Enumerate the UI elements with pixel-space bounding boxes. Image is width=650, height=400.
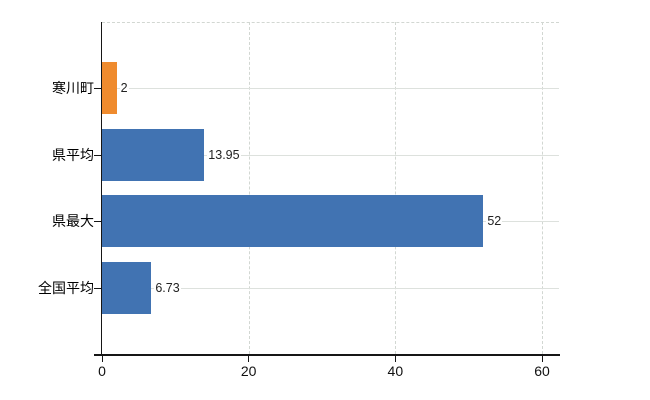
category-label: 全国平均 (38, 279, 94, 296)
x-axis-tick (541, 354, 543, 362)
x-axis-tick (101, 354, 103, 362)
x-axis-line (94, 354, 560, 356)
vertical-gridline (395, 22, 397, 354)
bar (102, 195, 484, 248)
category-gridline (102, 88, 559, 90)
category-label: 寒川町 (52, 80, 94, 97)
category-label: 県平均 (52, 146, 94, 163)
category-label: 県最大 (52, 213, 94, 230)
category-gridline (102, 154, 559, 156)
x-axis-tick (248, 354, 250, 362)
x-axis-tick-label: 60 (534, 363, 550, 379)
bar (102, 62, 117, 115)
bar-value-label: 6.73 (154, 279, 181, 296)
bar-value-label: 2 (119, 80, 129, 97)
vertical-gridline (248, 22, 250, 354)
plot-top-border (102, 22, 559, 23)
x-axis-tick-label: 0 (98, 363, 106, 379)
bar-value-label: 52 (486, 213, 503, 230)
y-axis-tick (94, 287, 102, 289)
x-axis-tick (394, 354, 396, 362)
bar-value-label: 13.95 (207, 146, 241, 163)
bar (102, 261, 152, 314)
y-axis-tick (94, 88, 102, 90)
bar (102, 128, 205, 181)
x-axis-tick-label: 40 (387, 363, 404, 379)
y-axis-tick (94, 221, 102, 223)
vertical-gridline (542, 22, 543, 354)
y-axis-line (100, 22, 102, 356)
category-gridline (102, 287, 559, 289)
y-axis-tick (94, 154, 102, 156)
x-axis-tick-label: 20 (240, 363, 257, 379)
